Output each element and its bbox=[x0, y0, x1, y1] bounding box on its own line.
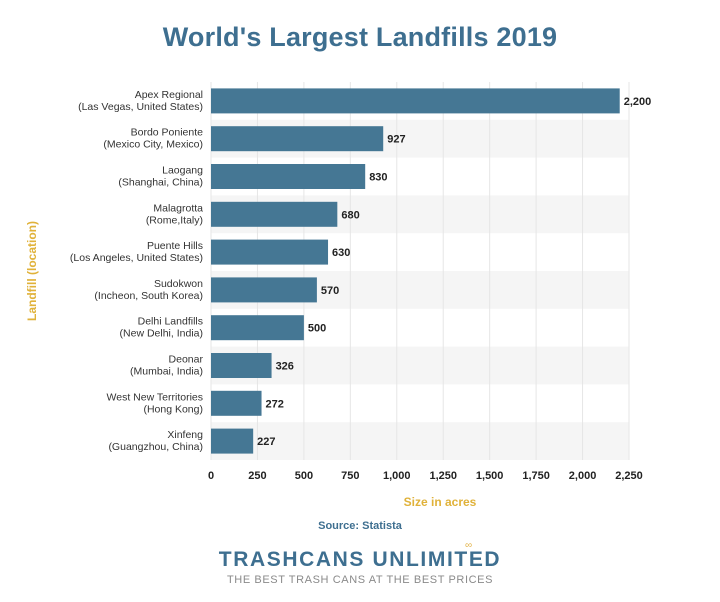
category-location: (Mumbai, India) bbox=[130, 366, 203, 378]
x-tick-label: 250 bbox=[248, 470, 266, 482]
brand-name: TRASHCANS UNLIMITED bbox=[218, 548, 502, 571]
category-location: (Mexico City, Mexico) bbox=[103, 139, 203, 151]
data-label: 272 bbox=[266, 398, 284, 410]
bar bbox=[211, 353, 272, 378]
x-tick-label: 2,000 bbox=[569, 470, 597, 482]
data-label: 326 bbox=[276, 361, 294, 373]
source-note: Source: Statista bbox=[318, 520, 402, 532]
x-tick-label: 2,250 bbox=[615, 470, 643, 482]
x-tick-label: 1,500 bbox=[476, 470, 504, 482]
bar bbox=[211, 164, 366, 189]
category-location: (Hong Kong) bbox=[143, 403, 203, 415]
bar bbox=[211, 201, 338, 227]
x-tick-label: 750 bbox=[341, 470, 359, 482]
x-tick-label: 1,000 bbox=[383, 470, 411, 482]
category-location: (Los Angeles, United States) bbox=[70, 252, 203, 264]
y-axis-title: Landfill (location) bbox=[25, 221, 39, 321]
brand-tagline: THE BEST TRASH CANS AT THE BEST PRICES bbox=[226, 574, 494, 586]
x-tick-label: 500 bbox=[295, 470, 313, 482]
category-label: Apex Regional bbox=[135, 89, 203, 101]
data-label: 927 bbox=[387, 134, 405, 146]
category-location: (Incheon, South Korea) bbox=[94, 290, 203, 302]
data-label: 2,200 bbox=[624, 96, 652, 108]
bar-chart: 2,200 Apex Regional(Las Vegas, United Sta… bbox=[25, 82, 652, 509]
category-label: Xinfeng bbox=[167, 429, 203, 441]
category-label: Bordo Poniente bbox=[131, 127, 204, 139]
category-label: Puente Hills bbox=[147, 240, 203, 252]
category-label: Deonar bbox=[169, 354, 204, 366]
data-label: 227 bbox=[257, 436, 275, 448]
bar bbox=[211, 277, 317, 303]
category-location: (Shanghai, China) bbox=[118, 177, 203, 189]
x-axis-title: Size in acres bbox=[404, 495, 477, 509]
x-tick-label: 1,250 bbox=[429, 470, 457, 482]
category-location: (Las Vegas, United States) bbox=[78, 101, 203, 113]
data-label: 500 bbox=[308, 323, 326, 335]
row-band bbox=[211, 422, 629, 460]
category-location: (Rome,Italy) bbox=[146, 214, 203, 226]
bar bbox=[211, 126, 384, 152]
category-label: Malagrotta bbox=[153, 202, 203, 214]
chart-title: World's Largest Landfills 2019 bbox=[162, 22, 558, 52]
category-location: (New Delhi, India) bbox=[120, 328, 203, 340]
category-label: Sudokwon bbox=[154, 278, 203, 290]
bar bbox=[211, 239, 329, 265]
data-label: 680 bbox=[341, 209, 359, 221]
x-tick-label: 1,750 bbox=[522, 470, 550, 482]
row-band bbox=[211, 346, 629, 385]
category-label: West New Territories bbox=[107, 391, 203, 403]
data-label: 630 bbox=[332, 247, 350, 259]
category-label: Laogang bbox=[162, 165, 203, 177]
data-label: 570 bbox=[321, 285, 339, 297]
category-label: Delhi Landfills bbox=[138, 316, 203, 328]
category-location: (Guangzhou, China) bbox=[108, 441, 203, 453]
bar bbox=[211, 315, 304, 341]
bar bbox=[211, 428, 254, 454]
bar bbox=[211, 88, 620, 114]
x-tick-label: 0 bbox=[208, 470, 214, 482]
bar bbox=[211, 390, 262, 416]
data-label: 830 bbox=[369, 172, 387, 184]
infinity-icon: ∞ bbox=[465, 540, 473, 551]
